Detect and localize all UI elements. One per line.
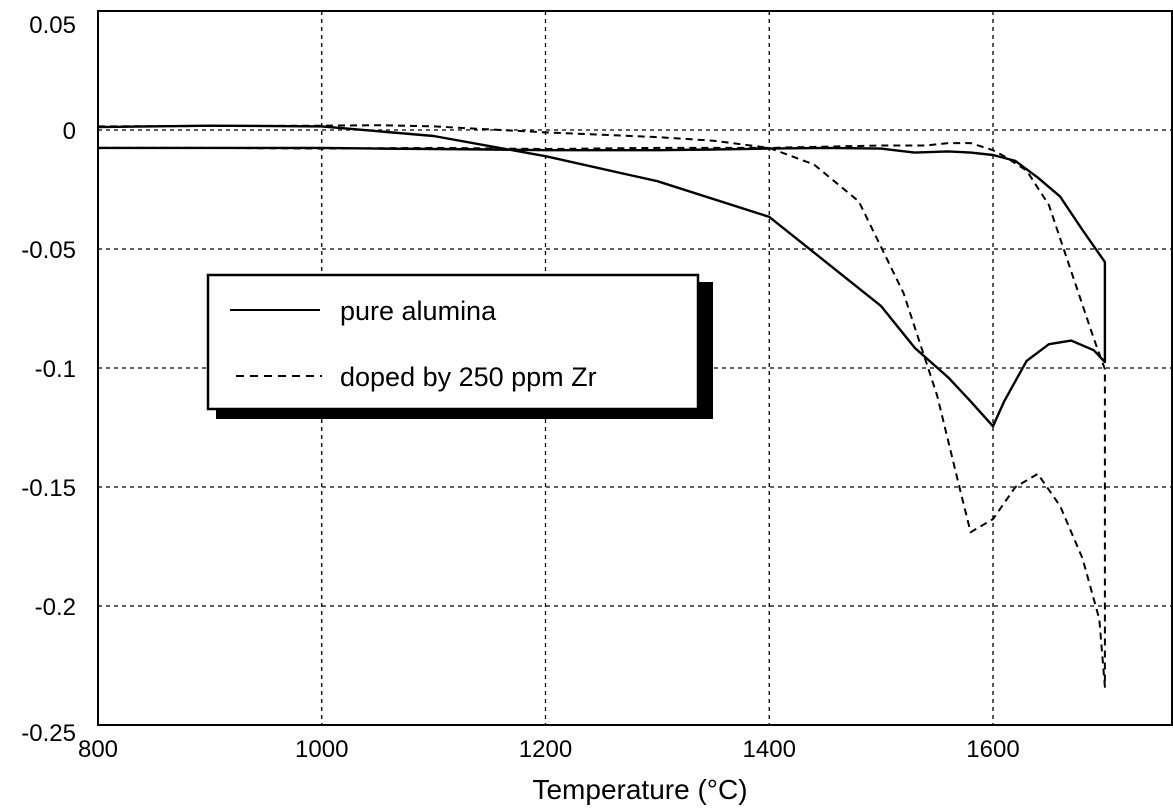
x-axis-title: Temperature (°C) [532,774,747,805]
y-tick-label--0_1: -0.1 [35,356,76,383]
legend-label-doped: doped by 250 ppm Zr [340,362,597,392]
x-tick-label-800: 800 [78,736,118,763]
y-tick-label--0_2: -0.2 [35,594,76,621]
legend: pure alumina doped by 250 ppm Zr [206,273,713,419]
y-tick-label--0_25: -0.25 [21,720,76,747]
y-tick-label-0_05: 0.05 [29,12,76,39]
y-tick-label-0: 0 [63,118,76,145]
legend-box [206,273,700,411]
y-tick-label--0_15: -0.15 [21,475,76,502]
x-tick-label-1000: 1000 [295,736,348,763]
plot-area-frame [97,10,1173,726]
series-layer [97,124,1107,688]
legend-label-pure-alumina: pure alumina [340,296,497,326]
series-line-1 [97,124,1106,688]
x-tick-label-1600: 1600 [966,736,1019,763]
tick-label-layer: 800 1000 1200 1400 1600 0.05 0 -0.05 -0.1 -0.15 -0… [21,12,1019,763]
x-tick-label-1400: 1400 [743,736,796,763]
y-tick-label--0_05: -0.05 [21,237,76,264]
x-tick-label-1200: 1200 [519,736,572,763]
series-line-0 [97,124,1107,428]
